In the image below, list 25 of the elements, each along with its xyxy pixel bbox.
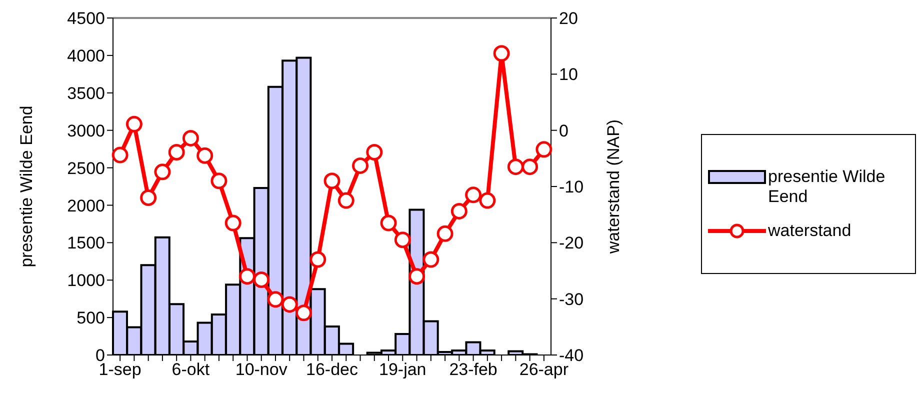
y-tick-label: 3000 bbox=[67, 121, 105, 140]
y-axis-title: presentie Wilde Eend bbox=[17, 106, 36, 268]
y2-tick-label: -20 bbox=[559, 234, 584, 253]
y-tick-label: 500 bbox=[76, 308, 105, 328]
legend-label: waterstand bbox=[768, 221, 852, 241]
y-tick-label: 1500 bbox=[67, 234, 105, 253]
x-tick-label: 19-jan bbox=[379, 360, 426, 380]
y-tick-label: 4000 bbox=[67, 46, 105, 66]
y2-tick-label: -30 bbox=[559, 290, 584, 309]
y-tick-label: 2000 bbox=[67, 196, 105, 216]
y2-tick-label: -10 bbox=[559, 178, 584, 197]
x-tick-label: 23-feb bbox=[449, 360, 498, 380]
x-tick-label: 16-dec bbox=[306, 360, 358, 380]
y-tick-label: 3500 bbox=[67, 84, 105, 103]
legend-label: presentie Wilde Eend bbox=[768, 167, 886, 207]
y-tick-label: 1000 bbox=[67, 271, 105, 290]
x-tick-label: 6-okt bbox=[172, 360, 210, 380]
y-tick-label: 4500 bbox=[67, 9, 105, 28]
y-tick-label: 2500 bbox=[67, 158, 105, 178]
x-tick-label: 10-nov bbox=[235, 360, 288, 380]
y2-tick-label: 10 bbox=[559, 65, 578, 84]
y2-tick-label: 20 bbox=[559, 9, 578, 28]
x-tick-label: 1-sep bbox=[98, 360, 142, 380]
y2-tick-label: 0 bbox=[559, 121, 568, 140]
y2-axis-title: waterstand (NAP) bbox=[604, 119, 624, 255]
